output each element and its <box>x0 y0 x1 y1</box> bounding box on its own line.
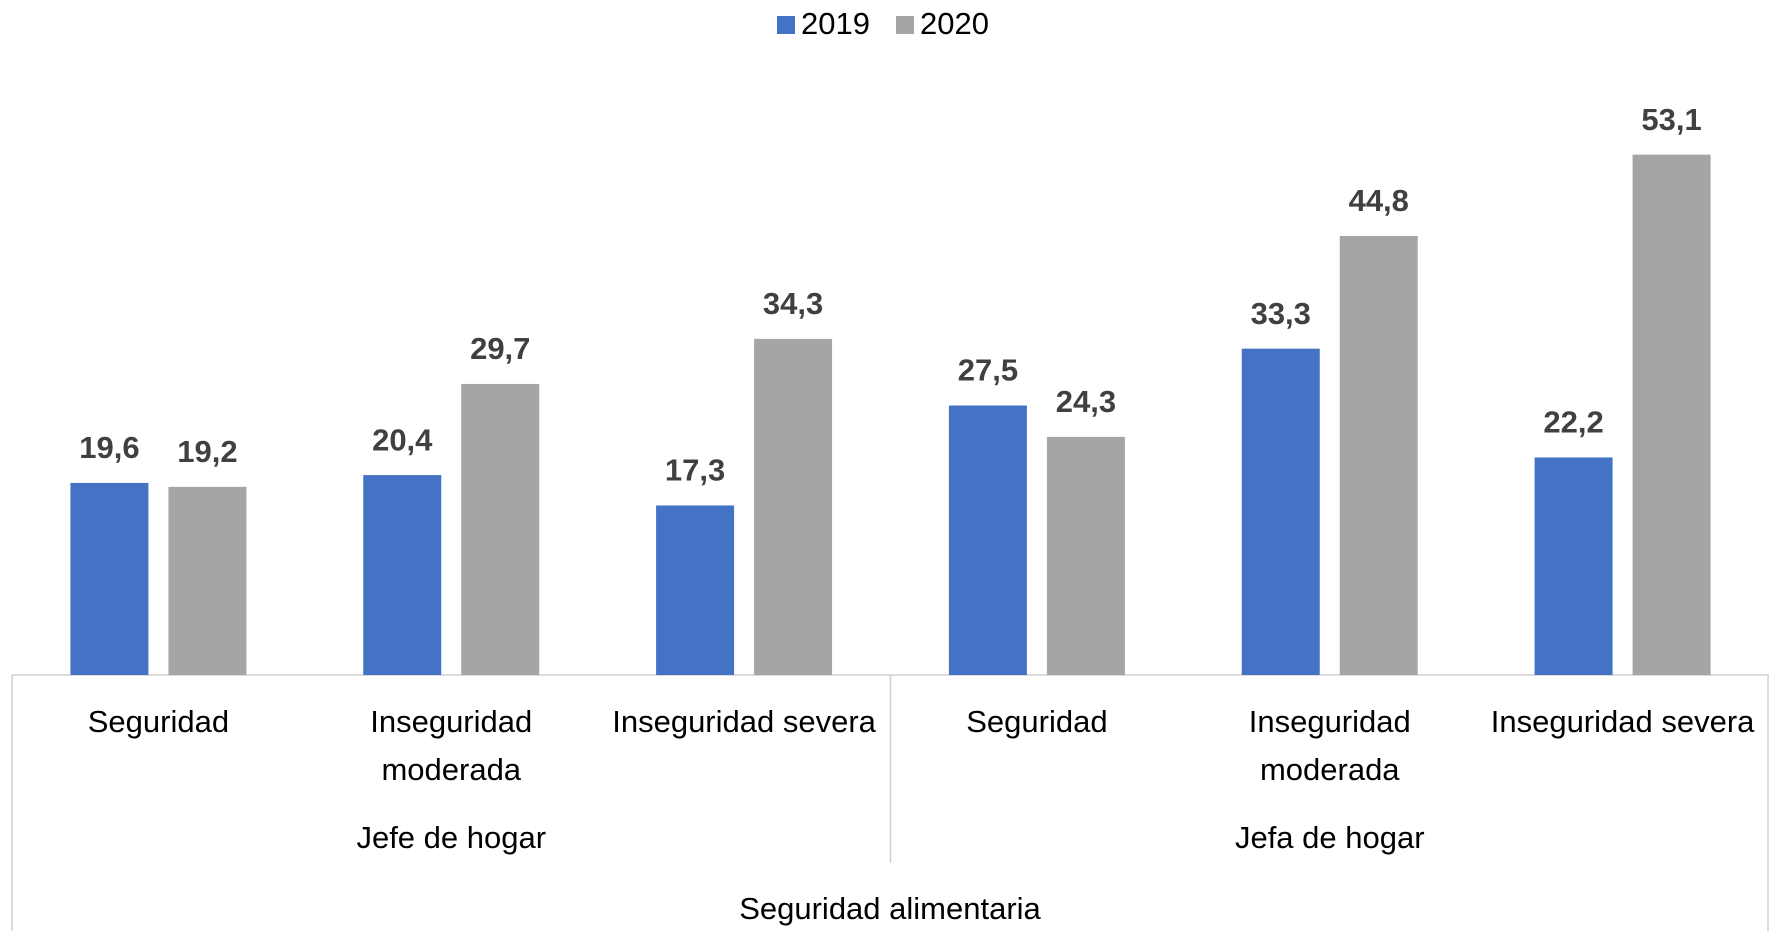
value-label: 34,3 <box>763 286 823 321</box>
bar <box>363 475 442 675</box>
value-label: 22,2 <box>1543 405 1603 440</box>
bar <box>1241 348 1320 675</box>
bar <box>948 405 1027 675</box>
bar <box>1339 235 1418 675</box>
value-label: 53,1 <box>1641 102 1701 137</box>
value-label: 24,3 <box>1056 384 1116 419</box>
value-label: 44,8 <box>1349 183 1409 218</box>
x-tick-label: Inseguridad moderada <box>370 704 532 787</box>
value-label: 27,5 <box>958 353 1018 388</box>
bar <box>1632 154 1711 675</box>
legend-swatch <box>895 16 914 34</box>
x-tick-label: Inseguridad severa <box>612 704 876 739</box>
legend-label: 2019 <box>801 6 870 41</box>
bar <box>168 486 247 675</box>
x-tick-label: Inseguridad severa <box>1491 704 1755 739</box>
value-label: 19,2 <box>177 434 237 469</box>
x-tick-label: Seguridad <box>88 704 229 739</box>
bar <box>1534 457 1613 675</box>
value-label: 19,6 <box>79 430 139 465</box>
bar <box>656 505 735 675</box>
value-label: 17,3 <box>665 453 725 488</box>
value-label: 33,3 <box>1251 296 1311 331</box>
bar <box>754 338 833 675</box>
legend-label: 2020 <box>920 6 989 41</box>
bar <box>461 383 540 675</box>
bar <box>70 482 149 675</box>
legend: 2019 2020 <box>777 6 989 41</box>
legend-swatch <box>777 16 795 34</box>
bar <box>1046 436 1125 675</box>
x-axis-label: Seguridad alimentaria <box>739 891 1041 926</box>
value-label: 29,7 <box>470 331 530 366</box>
x-tick-label: Inseguridad moderada <box>1249 704 1411 787</box>
group-label: Jefe de hogar <box>356 820 546 855</box>
group-label: Jefa de hogar <box>1235 820 1425 855</box>
x-tick-label: Seguridad <box>966 704 1107 739</box>
value-label: 20,4 <box>372 422 433 457</box>
